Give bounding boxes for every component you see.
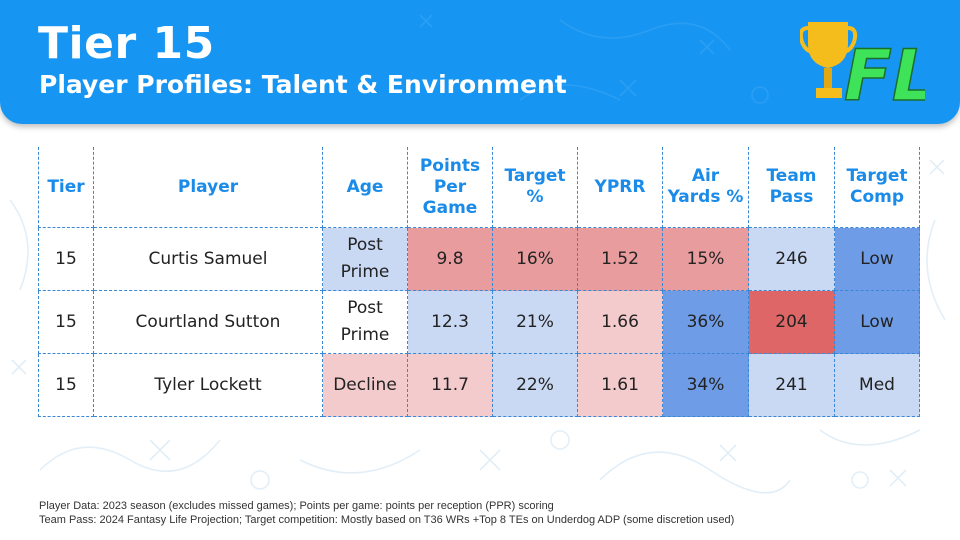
title-banner: Tier 15 Player Profiles: Talent & Enviro… — [0, 0, 960, 124]
header-row: Tier Player Age Points Per Game Target %… — [38, 147, 920, 228]
cell-points-per-game: 12.3 — [407, 290, 493, 354]
cell-tier: 15 — [38, 290, 94, 354]
cell-air-yards-pct: 34% — [662, 353, 749, 417]
cell-target-comp: Med — [834, 353, 920, 417]
cell-player: Courtland Sutton — [93, 290, 323, 354]
cell-yprr: 1.61 — [577, 353, 663, 417]
cell-team-pass: 204 — [748, 290, 835, 354]
cell-team-pass: 246 — [748, 227, 835, 291]
col-header-player: Player — [93, 147, 323, 228]
cell-age: Decline — [322, 353, 408, 417]
cell-target-pct: 22% — [492, 353, 578, 417]
cell-age: Post Prime — [322, 290, 408, 354]
cell-age: Post Prime — [322, 227, 408, 291]
page-title: Tier 15 — [38, 18, 215, 69]
cell-points-per-game: 11.7 — [407, 353, 493, 417]
table-row: 15 Curtis Samuel Post Prime 9.8 16% 1.52… — [38, 227, 920, 291]
cell-points-per-game: 9.8 — [407, 227, 493, 291]
col-header-points-per-game: Points Per Game — [407, 147, 493, 228]
cell-tier: 15 — [38, 353, 94, 417]
col-header-team-pass: Team Pass — [748, 147, 835, 228]
cell-air-yards-pct: 36% — [662, 290, 749, 354]
cell-target-comp: Low — [834, 290, 920, 354]
cell-team-pass: 241 — [748, 353, 835, 417]
player-profiles-table: Tier Player Age Points Per Game Target %… — [38, 147, 920, 417]
col-header-air-yards-pct: Air Yards % — [662, 147, 749, 228]
col-header-target-pct: Target % — [492, 147, 578, 228]
cell-yprr: 1.52 — [577, 227, 663, 291]
fantasy-life-logo: FL — [800, 22, 925, 108]
page-subtitle: Player Profiles: Talent & Environment — [39, 70, 567, 99]
banner-pattern — [419, 14, 769, 104]
cell-target-pct: 21% — [492, 290, 578, 354]
col-header-age: Age — [322, 147, 408, 228]
footnote-player-data: Player Data: 2023 season (excludes misse… — [39, 500, 554, 512]
col-header-yprr: YPRR — [577, 147, 663, 228]
footnote-team-pass: Team Pass: 2024 Fantasy Life Projection;… — [39, 514, 735, 526]
cell-player: Curtis Samuel — [93, 227, 323, 291]
logo-text: FL — [844, 35, 925, 108]
cell-player: Tyler Lockett — [93, 353, 323, 417]
col-header-target-comp: Target Comp — [834, 147, 920, 228]
cell-target-pct: 16% — [492, 227, 578, 291]
cell-air-yards-pct: 15% — [662, 227, 749, 291]
table-row: 15 Tyler Lockett Decline 11.7 22% 1.61 3… — [38, 353, 920, 417]
table-row: 15 Courtland Sutton Post Prime 12.3 21% … — [38, 290, 920, 354]
col-header-tier: Tier — [38, 147, 94, 228]
trophy-icon — [800, 22, 858, 98]
cell-yprr: 1.66 — [577, 290, 663, 354]
cell-target-comp: Low — [834, 227, 920, 291]
footnotes: Player Data: 2023 season (excludes misse… — [39, 499, 734, 527]
cell-tier: 15 — [38, 227, 94, 291]
